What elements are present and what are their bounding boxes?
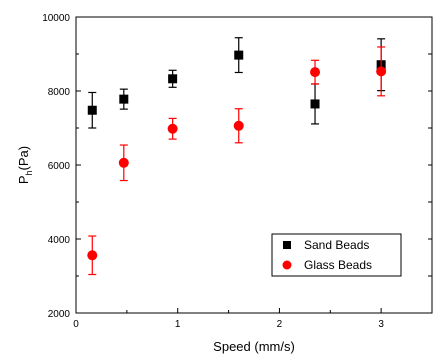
tick-marks (75, 16, 432, 314)
data-point (87, 105, 97, 115)
data-point (168, 74, 178, 84)
data-point (233, 120, 244, 131)
legend-label-sand-beads: Sand Beads (304, 238, 369, 252)
y-tick-label: 2000 (48, 309, 71, 320)
data-point (376, 66, 387, 77)
legend-box (271, 233, 402, 277)
y-axis-label-main: P (16, 175, 31, 184)
data-point (234, 50, 244, 60)
tick-labels: 0 1 2 3 2000 4000 6000 8000 10000 (42, 13, 384, 330)
data-point (87, 250, 98, 261)
data-point (167, 123, 178, 134)
series-glass-beads (87, 46, 387, 276)
x-tick-label: 3 (378, 319, 384, 330)
series-sand-beads (87, 37, 386, 129)
y-tick-label: 4000 (48, 235, 71, 246)
x-axis-label: Speed (mm/s) (213, 339, 295, 354)
x-tick-label: 1 (175, 319, 181, 330)
x-tick-label: 0 (73, 319, 79, 330)
y-tick-label: 8000 (48, 87, 71, 98)
y-axis-label-unit: (Pa) (16, 146, 31, 171)
data-point (119, 94, 129, 104)
y-axis-label: Ph(Pa) (16, 146, 34, 184)
y-axis-label-sub: h (24, 170, 34, 175)
legend: Sand Beads Glass Beads (271, 233, 402, 277)
y-tick-label: 10000 (42, 13, 70, 24)
legend-marker-glass-beads (282, 260, 292, 270)
data-point (118, 157, 129, 168)
data-point (310, 99, 320, 109)
legend-marker-sand-beads (283, 241, 291, 249)
x-tick-label: 2 (277, 319, 283, 330)
legend-label-glass-beads: Glass Beads (304, 258, 372, 272)
data-series (87, 37, 387, 276)
y-tick-label: 6000 (48, 161, 71, 172)
data-point (310, 67, 321, 78)
